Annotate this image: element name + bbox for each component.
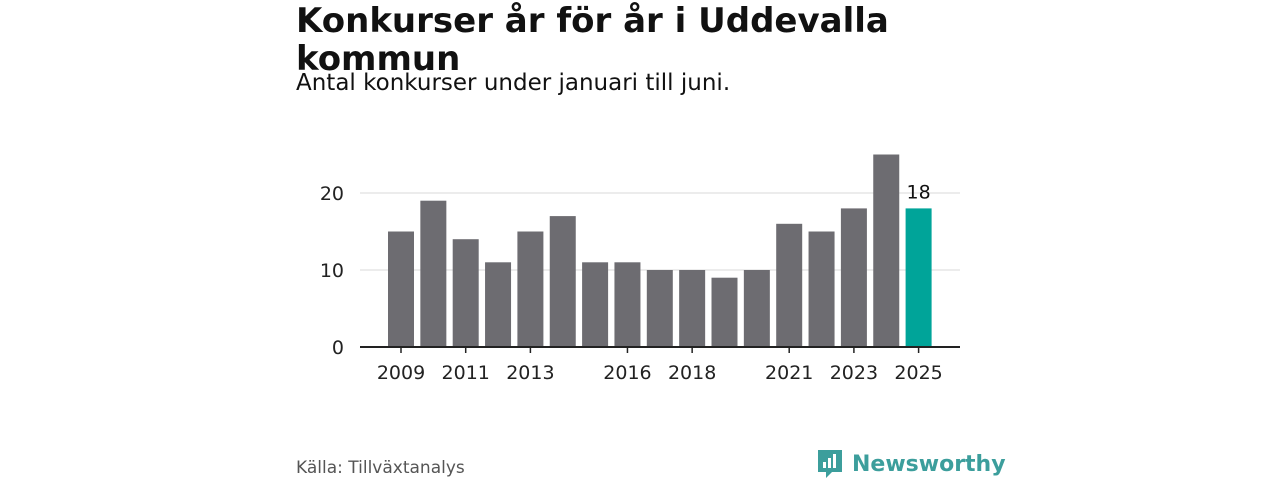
y-tick-label: 20 <box>320 183 344 205</box>
x-tick-label: 2018 <box>668 362 716 384</box>
bar <box>873 154 900 347</box>
bar <box>743 270 770 347</box>
x-tick-label: 2021 <box>765 362 813 384</box>
brand-logo: Newsworthy <box>816 448 1006 480</box>
bar <box>808 231 835 347</box>
y-tick-label: 10 <box>320 260 344 282</box>
bar <box>646 270 673 347</box>
brand-name: Newsworthy <box>852 451 1006 477</box>
bar <box>582 262 609 347</box>
x-tick-label: 2023 <box>830 362 878 384</box>
x-tick-label: 2016 <box>603 362 651 384</box>
x-tick-label: 2011 <box>442 362 490 384</box>
bar <box>711 277 738 347</box>
bar <box>776 223 803 347</box>
bar <box>485 262 512 347</box>
x-tick-label: 2025 <box>894 362 942 384</box>
chart-subtitle: Antal konkurser under januari till juni. <box>296 70 731 96</box>
bar <box>420 200 447 347</box>
y-tick-label: 0 <box>332 337 344 359</box>
bar <box>679 270 706 347</box>
newsworthy-logo-icon <box>818 450 842 478</box>
source-note: Källa: Tillväxtanalys <box>296 458 465 478</box>
data-label: 18 <box>907 181 931 203</box>
x-tick-label: 2009 <box>377 362 425 384</box>
bar <box>452 239 479 347</box>
bar <box>840 208 867 347</box>
x-tick-label: 2013 <box>506 362 554 384</box>
bar <box>614 262 641 347</box>
chart-title: Konkurser år för år i Uddevalla kommun <box>296 1 889 79</box>
bar <box>388 231 414 347</box>
bar <box>549 216 576 347</box>
bar <box>905 208 932 347</box>
bar <box>517 231 544 347</box>
